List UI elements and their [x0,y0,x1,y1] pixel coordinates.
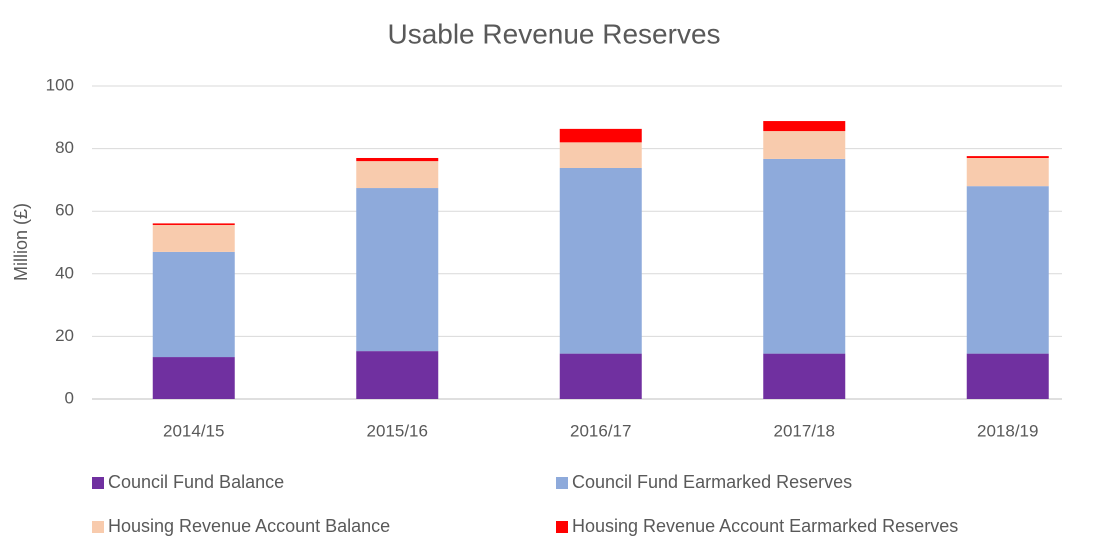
legend-swatch [556,521,568,533]
bar-segment [356,161,439,189]
legend-label: Council Fund Balance [108,472,284,492]
bar-segment [152,251,235,358]
y-tick-label: 60 [55,201,74,220]
bar-segment [966,157,1049,187]
legend-swatch [556,477,568,489]
x-tick-label: 2016/17 [570,421,631,440]
legend-swatch [92,477,104,489]
bar-segment [763,121,846,132]
y-axis-label: Million (£) [11,203,31,281]
bar-segment [763,353,846,399]
y-tick-label: 20 [55,326,74,345]
y-tick-label: 100 [46,75,74,94]
bar-segment [559,142,642,169]
x-tick-label: 2014/15 [163,421,224,440]
bar-segment [559,128,642,143]
bar-segment [356,188,439,352]
y-tick-label: 0 [65,388,74,407]
bar-segment [356,157,439,162]
legend-swatch [92,521,104,533]
legend-label: Housing Revenue Account Balance [108,516,390,536]
bar-segment [559,353,642,399]
x-tick-label: 2017/18 [774,421,835,440]
bar-segment [966,186,1049,354]
bar-segment [559,168,642,354]
legend-label: Council Fund Earmarked Reserves [572,472,852,492]
x-tick-label: 2018/19 [977,421,1038,440]
bar-segment [152,357,235,399]
bar-segment [966,156,1049,158]
bar-segment [763,131,846,159]
chart-title: Usable Revenue Reserves [387,18,720,49]
bar-segment [152,223,235,225]
y-tick-label: 40 [55,263,74,282]
bar-segment [356,351,439,399]
bar-segment [763,158,846,354]
bar-segment [966,353,1049,399]
legend-label: Housing Revenue Account Earmarked Reserv… [572,516,958,536]
y-tick-label: 80 [55,138,74,157]
bar-segment [152,224,235,252]
x-tick-label: 2015/16 [367,421,428,440]
